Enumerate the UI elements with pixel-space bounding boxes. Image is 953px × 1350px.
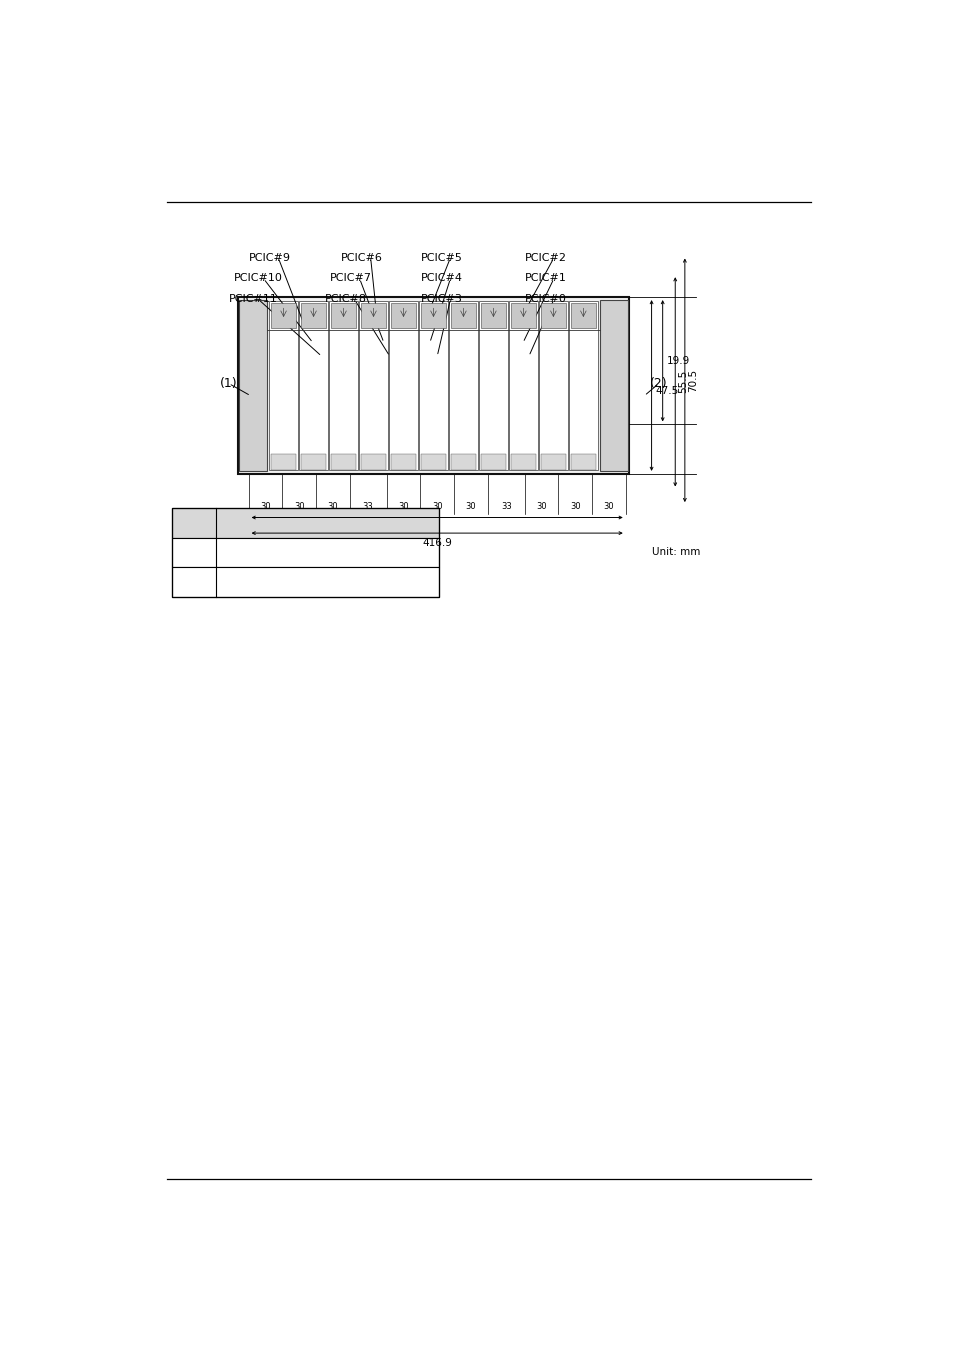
Bar: [172, 508, 438, 597]
Bar: [478, 301, 507, 470]
Bar: [480, 304, 506, 328]
Bar: [509, 301, 537, 470]
Bar: [569, 301, 597, 470]
Text: PCIC#3: PCIC#3: [420, 294, 462, 304]
Bar: [510, 304, 536, 328]
Text: PCIC#9: PCIC#9: [249, 252, 291, 263]
Text: 30: 30: [260, 502, 271, 512]
Bar: [360, 304, 386, 328]
Bar: [300, 454, 326, 470]
Bar: [391, 454, 416, 470]
Text: PCIC#0: PCIC#0: [524, 294, 566, 304]
Text: PCIC#8: PCIC#8: [324, 294, 366, 304]
Bar: [420, 304, 446, 328]
Text: 30: 30: [327, 502, 337, 512]
Bar: [271, 454, 296, 470]
Text: 30: 30: [569, 502, 580, 512]
Bar: [389, 301, 417, 470]
Text: PCIC#4: PCIC#4: [420, 274, 462, 284]
Bar: [299, 301, 328, 470]
Text: PCIC#1: PCIC#1: [524, 274, 566, 284]
Text: PCIC#10: PCIC#10: [233, 274, 282, 284]
Bar: [540, 454, 565, 470]
Text: 55.5: 55.5: [678, 370, 687, 393]
Bar: [599, 300, 627, 471]
Bar: [331, 304, 355, 328]
Text: Unit: mm: Unit: mm: [651, 547, 700, 556]
Bar: [391, 304, 416, 328]
Bar: [510, 454, 536, 470]
Bar: [172, 567, 438, 597]
Text: 19.9: 19.9: [666, 356, 689, 366]
Bar: [570, 304, 596, 328]
Bar: [418, 301, 447, 470]
Bar: [570, 454, 596, 470]
Bar: [359, 301, 387, 470]
Bar: [172, 508, 438, 537]
Bar: [360, 454, 386, 470]
Text: PCIC#11: PCIC#11: [229, 294, 277, 304]
Bar: [329, 301, 357, 470]
Text: 30: 30: [432, 502, 442, 512]
Text: 30: 30: [536, 502, 546, 512]
Text: 33: 33: [362, 502, 374, 512]
Bar: [420, 454, 446, 470]
Bar: [331, 454, 355, 470]
Text: PCIC#5: PCIC#5: [420, 252, 462, 263]
Text: 70.5: 70.5: [687, 369, 697, 391]
Text: 30: 30: [397, 502, 409, 512]
Bar: [271, 304, 296, 328]
Bar: [237, 297, 629, 474]
Bar: [239, 300, 267, 471]
Text: 33: 33: [500, 502, 511, 512]
Text: 47.5: 47.5: [655, 386, 678, 396]
Text: 30: 30: [465, 502, 476, 512]
Text: 416.9: 416.9: [422, 539, 452, 548]
Bar: [450, 454, 476, 470]
Text: (1): (1): [219, 377, 237, 390]
Text: PCIC#7: PCIC#7: [330, 274, 372, 284]
Bar: [172, 537, 438, 567]
Bar: [480, 454, 506, 470]
Bar: [269, 301, 297, 470]
Text: (2): (2): [650, 377, 667, 390]
Bar: [450, 304, 476, 328]
Text: PCIC#6: PCIC#6: [341, 252, 382, 263]
Bar: [540, 304, 565, 328]
Bar: [538, 301, 567, 470]
Text: PCIC#2: PCIC#2: [524, 252, 566, 263]
Text: 30: 30: [603, 502, 614, 512]
Bar: [300, 304, 326, 328]
Bar: [449, 301, 477, 470]
Text: 30: 30: [294, 502, 304, 512]
